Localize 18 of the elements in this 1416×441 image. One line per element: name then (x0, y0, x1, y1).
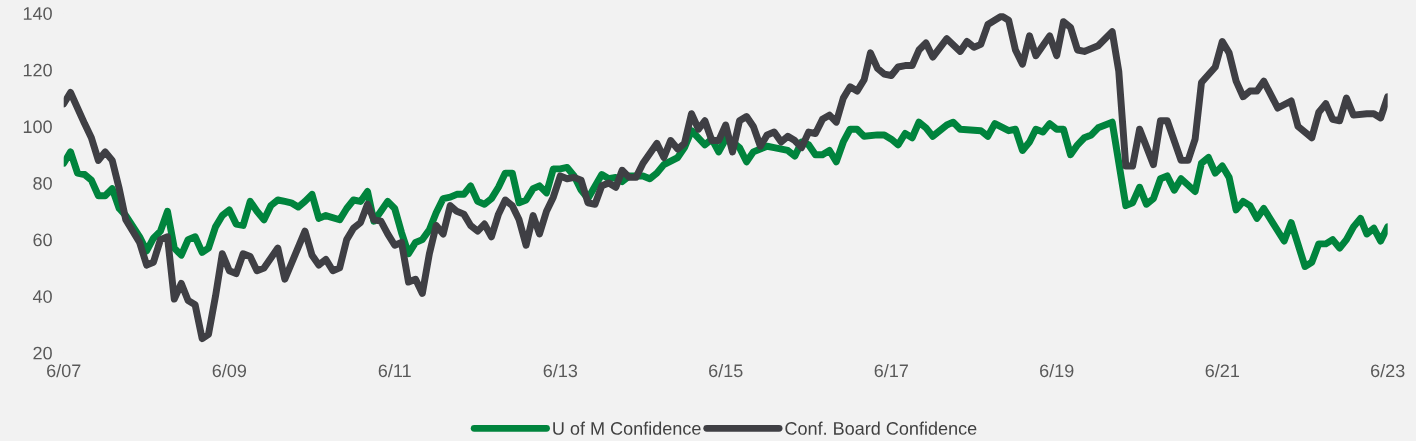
x-tick-label: 6/19 (1040, 363, 1074, 378)
y-tick-label: 20 (33, 346, 52, 360)
x-tick-label: 6/15 (709, 363, 743, 378)
y-tick-label: 140 (23, 7, 52, 20)
x-tick-label: 6/13 (543, 363, 578, 378)
y-tick-label: 100 (23, 120, 52, 134)
y-tick-label: 120 (23, 63, 52, 77)
x-tick-label: 6/21 (1205, 363, 1239, 378)
x-tick-label: 6/07 (47, 363, 81, 378)
x-tick-label: 6/09 (212, 363, 247, 378)
y-tick-label: 60 (33, 233, 52, 247)
x-tick-label: 6/17 (874, 363, 908, 378)
legend-label: Conf. Board Confidence (785, 421, 977, 435)
y-tick-label: 80 (33, 176, 52, 190)
x-tick-label: 6/23 (1371, 363, 1405, 378)
legend-label: U of M Confidence (553, 421, 701, 435)
y-tick-label: 40 (32, 290, 52, 303)
x-tick-label: 6/11 (378, 363, 411, 378)
